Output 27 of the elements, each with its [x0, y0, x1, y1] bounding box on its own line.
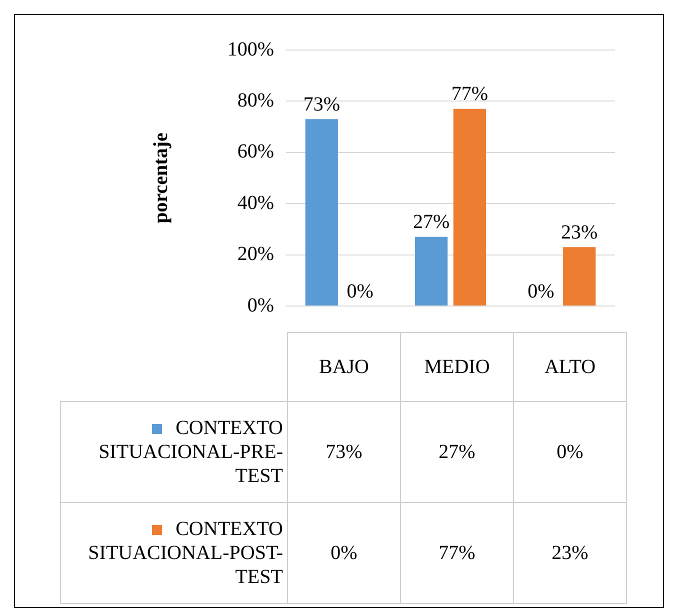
y-tick-label: 60% [237, 140, 274, 163]
bar [563, 247, 596, 306]
y-tick-label: 40% [237, 192, 274, 214]
text: 0% [528, 280, 554, 302]
bar [414, 236, 448, 306]
y-tick-label: 20% [237, 243, 274, 266]
data-label: 0% [514, 402, 626, 502]
y-axis-title: porcentaje [150, 132, 172, 224]
bar [453, 108, 486, 306]
text: 77% [451, 83, 488, 106]
y-tick-label: 0% [247, 294, 274, 316]
data-label: 77% [400, 502, 514, 604]
y-tick-label: 100% [227, 38, 274, 60]
x-tick-label: ALTO [514, 332, 626, 402]
text: 73% [303, 93, 340, 116]
text: 23% [561, 221, 598, 244]
bar [305, 119, 338, 306]
legend-label: CONTEXTO SITUACIONAL-POST-TEST [60, 502, 288, 604]
data-label: 27% [400, 402, 514, 502]
text: 0% [346, 280, 374, 302]
data-label: 23% [514, 502, 626, 604]
data-label: 73% [288, 402, 400, 502]
x-tick-label: MEDIO [400, 332, 514, 402]
x-tick-label: BAJO [288, 332, 400, 402]
legend-label: CONTEXTO SITUACIONAL-PRE-TEST [60, 402, 288, 502]
y-tick-label: 80% [237, 89, 274, 112]
text: 27% [412, 211, 450, 234]
